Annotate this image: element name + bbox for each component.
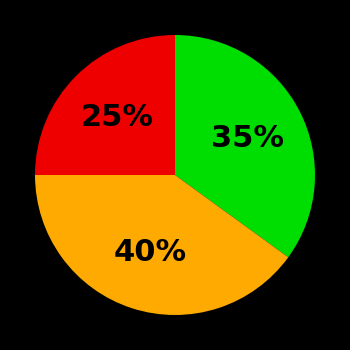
Text: 40%: 40%	[113, 238, 187, 267]
Wedge shape	[175, 35, 315, 257]
Wedge shape	[35, 175, 288, 315]
Wedge shape	[35, 35, 175, 175]
Text: 25%: 25%	[81, 103, 154, 132]
Text: 35%: 35%	[211, 124, 284, 153]
